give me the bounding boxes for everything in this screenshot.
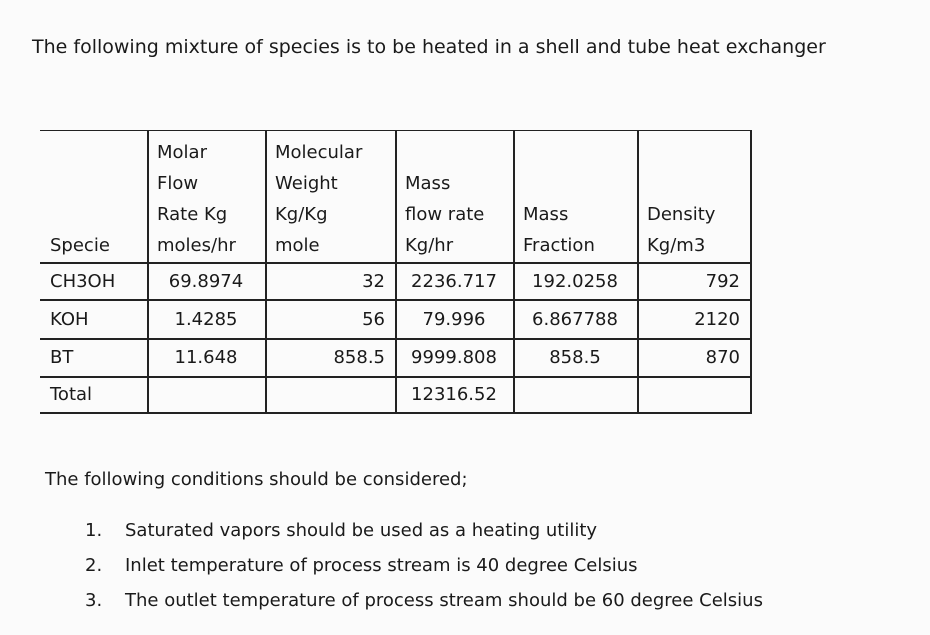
table-rule — [265, 130, 267, 412]
column-header: Molar — [157, 142, 207, 163]
column-header: flow rate — [405, 204, 485, 225]
table-cell: BT — [50, 347, 74, 368]
column-header: Fraction — [523, 235, 595, 256]
column-header: Mass — [523, 204, 569, 225]
table-cell: 870 — [705, 347, 740, 368]
table-cell: 2236.717 — [411, 270, 497, 292]
table-rule — [513, 130, 515, 412]
table-cell: 858.5 — [333, 347, 385, 368]
column-header: Weight — [275, 173, 338, 194]
table-cell: 12316.52 — [411, 384, 497, 405]
table-cell: 56 — [362, 308, 385, 330]
column-header: Specie — [50, 235, 110, 256]
table-rule — [750, 130, 752, 412]
table-cell: KOH — [50, 308, 89, 330]
column-header: moles/hr — [157, 235, 236, 256]
table-cell: CH3OH — [50, 270, 116, 292]
table-rule — [395, 130, 397, 412]
list-item: The outlet temperature of process stream… — [125, 590, 763, 611]
column-header: Rate Kg — [157, 204, 228, 225]
list-number: 2. — [85, 555, 103, 576]
table-cell: 32 — [362, 270, 385, 292]
table-cell: 9999.808 — [411, 347, 497, 368]
table-rule — [637, 130, 639, 412]
intro-text: The following mixture of species is to b… — [32, 36, 826, 58]
table-rule — [40, 412, 752, 414]
table-cell: 792 — [705, 270, 740, 292]
column-header: Kg/hr — [405, 235, 454, 256]
column-header: Mass — [405, 173, 451, 194]
table-rule — [147, 130, 149, 412]
table-cell: 858.5 — [549, 347, 601, 368]
table-cell: 11.648 — [174, 347, 238, 368]
table-cell: 79.996 — [422, 308, 486, 330]
column-header: Density — [647, 204, 716, 225]
table-cell: 192.0258 — [532, 270, 618, 292]
list-item: Saturated vapors should be used as a hea… — [125, 520, 598, 541]
list-item: Inlet temperature of process stream is 4… — [125, 555, 638, 576]
table-cell: 1.4285 — [174, 308, 238, 330]
column-header: Kg/Kg — [275, 204, 328, 225]
table-cell: 6.867788 — [532, 308, 618, 330]
table-cell: Total — [50, 384, 93, 405]
conditions-intro: The following conditions should be consi… — [45, 469, 468, 490]
list-number: 1. — [85, 520, 103, 541]
table-cell: 69.8974 — [168, 270, 244, 292]
list-number: 3. — [85, 590, 103, 611]
table-cell: 2120 — [694, 308, 740, 330]
column-header: Kg/m3 — [647, 235, 706, 256]
column-header: Flow — [157, 173, 199, 194]
column-header: Molecular — [275, 142, 363, 163]
column-header: mole — [275, 235, 320, 256]
